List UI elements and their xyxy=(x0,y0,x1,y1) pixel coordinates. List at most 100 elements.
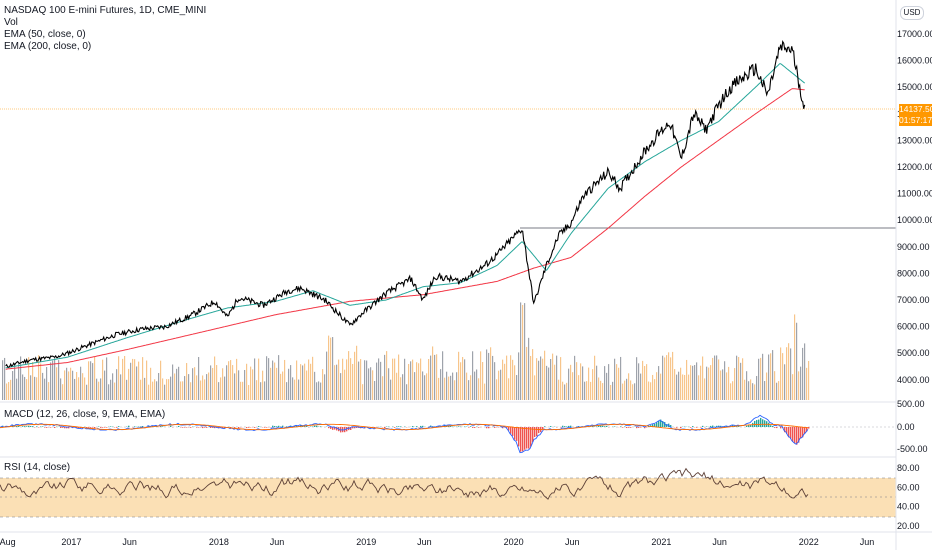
macd-hist-bar xyxy=(398,426,400,427)
volume-bar xyxy=(344,369,346,400)
time-axis[interactable]: Aug 2017 Jun 2018 Jun 2019 Jun 2020 Jun 2021 Jun 20… xyxy=(0,537,874,547)
macd-hist-bar xyxy=(314,425,316,427)
volume-bar xyxy=(498,370,500,400)
volume-bar xyxy=(548,367,550,400)
rsi-line xyxy=(0,467,809,500)
volume-bar xyxy=(278,355,280,400)
volume-bar xyxy=(246,363,248,400)
volume-bar xyxy=(288,368,290,400)
macd-hist-bar xyxy=(448,425,450,427)
volume-bar xyxy=(612,381,614,400)
volume-bar xyxy=(728,366,730,400)
volume-bar xyxy=(156,381,158,400)
volume-bar xyxy=(570,364,572,400)
volume-bar xyxy=(742,358,744,400)
volume-bar xyxy=(286,382,288,400)
volume-bar xyxy=(274,362,276,400)
volume-bar xyxy=(454,380,456,400)
volume-bar xyxy=(320,382,322,400)
macd-hist-bar xyxy=(692,426,694,427)
volume-bar xyxy=(142,357,144,400)
volume-bar xyxy=(372,370,374,400)
macd-hist-bar xyxy=(430,425,432,427)
volume-bar xyxy=(638,363,640,400)
volume-bar xyxy=(276,367,278,400)
volume-bars xyxy=(2,302,810,400)
macd-hist-bar xyxy=(506,427,508,429)
macd-hist-bar xyxy=(790,427,792,439)
volume-bar xyxy=(184,376,186,400)
volume-bar xyxy=(720,370,722,400)
rsi-band xyxy=(0,478,896,517)
macd-hist-bar xyxy=(710,425,712,427)
macd-hist-bar xyxy=(202,427,204,429)
volume-bar xyxy=(300,364,302,400)
macd-hist-bar xyxy=(400,426,402,427)
volume-bar xyxy=(272,360,274,400)
macd-hist-bar xyxy=(764,420,766,427)
macd-hist-bar xyxy=(104,427,106,428)
macd-hist-bar xyxy=(196,427,198,428)
macd-hist-bar xyxy=(26,426,28,427)
price-pane[interactable] xyxy=(0,39,896,400)
volume-bar xyxy=(166,379,168,400)
volume-bar xyxy=(394,358,396,400)
volume-bar xyxy=(390,379,392,400)
volume-bar xyxy=(78,377,80,400)
volume-bar xyxy=(130,362,132,400)
volume-bar xyxy=(292,377,294,400)
volume-bar xyxy=(680,367,682,400)
price-axis-label: 0.00 xyxy=(897,422,915,432)
volume-bar xyxy=(410,361,412,400)
volume-bar xyxy=(150,367,152,400)
volume-bar xyxy=(534,375,536,400)
rsi-pane[interactable] xyxy=(0,467,896,518)
macd-hist-bar xyxy=(306,425,308,427)
macd-hist-bar xyxy=(636,427,638,429)
volume-bar xyxy=(740,362,742,400)
macd-hist-bar xyxy=(60,427,62,429)
time-axis-label: 2017 xyxy=(61,537,81,547)
volume-bar xyxy=(556,355,558,400)
volume-bar xyxy=(240,381,242,400)
volume-bar xyxy=(330,337,332,400)
macd-hist-bar xyxy=(276,426,278,427)
volume-bar xyxy=(672,351,674,400)
volume-bar xyxy=(216,365,218,400)
volume-bar xyxy=(416,362,418,400)
volume-bar xyxy=(764,381,766,400)
volume-bar xyxy=(750,379,752,400)
price-axis-label: 5000.00 xyxy=(897,348,930,358)
volume-bar xyxy=(218,382,220,400)
volume-bar xyxy=(700,365,702,400)
volume-bar xyxy=(140,379,142,400)
macd-hist-bar xyxy=(756,420,758,427)
macd-hist-bar xyxy=(470,426,472,427)
volume-bar xyxy=(70,367,72,400)
macd-hist-bar xyxy=(660,419,662,427)
macd-hist-bar xyxy=(512,427,514,436)
macd-hist-bar xyxy=(328,427,330,429)
volume-bar xyxy=(358,361,360,400)
volume-bar xyxy=(152,381,154,400)
volume-bar xyxy=(786,347,788,400)
volume-bar xyxy=(396,372,398,400)
macd-hist-bar xyxy=(224,427,226,429)
volume-bar xyxy=(536,358,538,400)
volume-bar xyxy=(594,355,596,400)
volume-bar xyxy=(94,356,96,400)
legend-macd: MACD (12, 26, close, 9, EMA, EMA) xyxy=(4,409,166,420)
macd-hist-bar xyxy=(544,426,546,427)
macd-hist-bar xyxy=(516,427,518,441)
macd-hist-bar xyxy=(620,426,622,427)
volume-bar xyxy=(712,357,714,400)
macd-pane[interactable] xyxy=(0,414,896,454)
macd-hist-bar xyxy=(140,426,142,427)
currency-badge[interactable]: USD xyxy=(900,6,924,20)
volume-bar xyxy=(528,337,530,400)
volume-bar xyxy=(316,382,318,400)
volume-bar xyxy=(412,359,414,400)
macd-hist-bar xyxy=(536,427,538,437)
volume-bar xyxy=(754,384,756,400)
